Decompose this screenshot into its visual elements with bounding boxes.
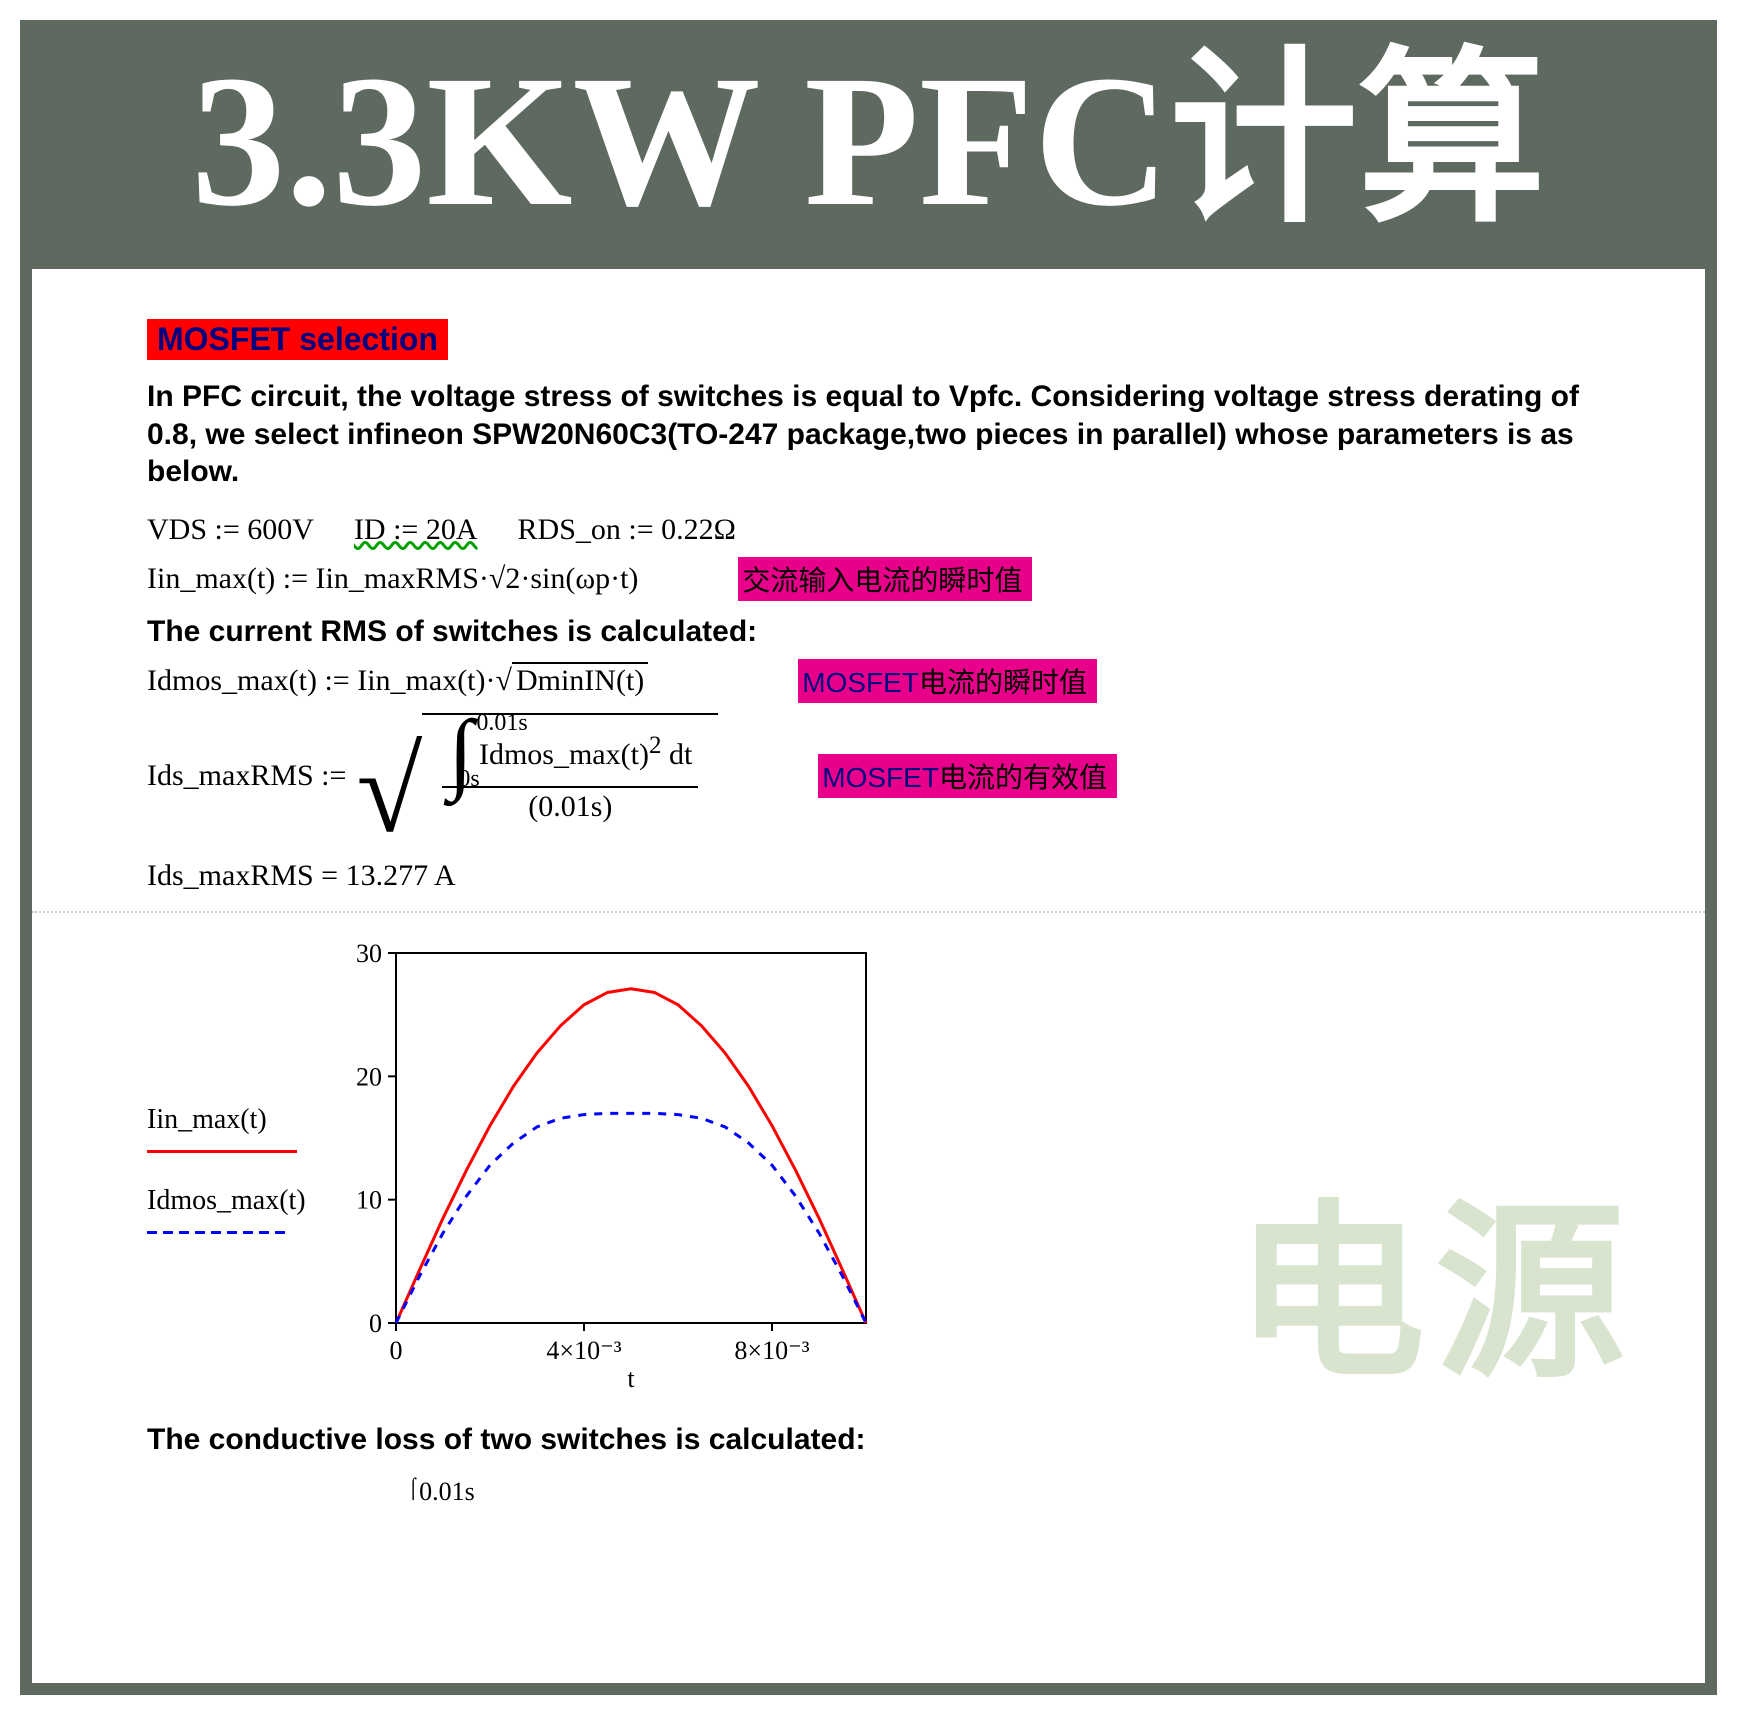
annotation-3-prefix: MOSFET	[822, 762, 939, 793]
eq-ids-result: Ids_maxRMS = 13.277 A	[147, 859, 1645, 893]
annotation-1: 交流输入电流的瞬时值	[738, 557, 1032, 601]
annotation-2-prefix: MOSFET	[802, 667, 919, 698]
svg-text:0: 0	[369, 1309, 382, 1338]
integral-body-text: Idmos_max(t)	[479, 738, 649, 771]
document-body: MOSFET selection In PFC circuit, the vol…	[32, 269, 1705, 1683]
page-title: 3.3KW PFC计算	[32, 32, 1705, 269]
separator	[32, 911, 1705, 913]
intro-paragraph: In PFC circuit, the voltage stress of sw…	[147, 378, 1607, 491]
eq-tail: ⌠0.01s	[407, 1477, 1645, 1507]
integral: ∫ 0.01s 0s Idmos_max(t)2 dt	[448, 721, 692, 784]
annotation-2-text: 电流的瞬时值	[919, 667, 1087, 698]
frame: 3.3KW PFC计算 MOSFET selection In PFC circ…	[20, 20, 1717, 1695]
svg-text:0: 0	[389, 1336, 402, 1365]
svg-text:8×10⁻³: 8×10⁻³	[734, 1336, 809, 1365]
eq-ids-label: Ids_maxRMS :=	[147, 759, 346, 793]
fraction-denominator: (0.01s)	[528, 788, 612, 824]
eq-iin-max-row: Iin_max(t) := Iin_maxRMS·√2·sin(ωp·t) 交流…	[147, 557, 1645, 601]
subheading-conductive: The conductive loss of two switches is c…	[147, 1423, 1645, 1457]
sqrt-expression: √ ∫ 0.01s 0s Idmos_max(t)2 d	[356, 713, 718, 839]
legend-item-idmos: Idmos_max(t)	[147, 1173, 306, 1234]
eq-ids-maxrms: Ids_maxRMS := √ ∫ 0.01s 0s	[147, 713, 1645, 839]
eq-iin-max: Iin_max(t) := Iin_maxRMS·√2·sin(ωp·t)	[147, 562, 638, 596]
subheading-rms: The current RMS of switches is calculate…	[147, 615, 1645, 649]
annotation-3-text: 电流的有效值	[939, 762, 1107, 793]
eq-idmos: Idmos_max(t) := Iin_max(t)·√DminIN(t)	[147, 664, 648, 698]
svg-text:4×10⁻³: 4×10⁻³	[546, 1336, 621, 1365]
integral-body: Idmos_max(t)2 dt	[479, 732, 692, 772]
integral-sign-icon: ∫ 0.01s 0s	[448, 721, 473, 784]
integral-lower-limit: 0s	[458, 771, 479, 788]
chart-legend: Iin_max(t) Idmos_max(t)	[147, 1092, 306, 1234]
annotation-2: MOSFET电流的瞬时值	[798, 659, 1097, 703]
radical-icon: √	[356, 713, 422, 839]
page-outer: 3.3KW PFC计算 MOSFET selection In PFC circ…	[0, 0, 1737, 1715]
fraction-numerator: ∫ 0.01s 0s Idmos_max(t)2 dt	[442, 721, 698, 788]
param-row: VDS := 600V ID := 20A RDS_on := 0.22Ω	[147, 513, 1645, 547]
under-radical: ∫ 0.01s 0s Idmos_max(t)2 dt (0.01s)	[422, 713, 718, 839]
param-id: ID := 20A	[354, 513, 478, 547]
eq-idmos-under: DminIN(t)	[512, 662, 648, 697]
fraction: ∫ 0.01s 0s Idmos_max(t)2 dt (0.01s)	[442, 721, 698, 824]
param-rds: RDS_on := 0.22Ω	[518, 513, 736, 547]
eq-idmos-row: Idmos_max(t) := Iin_max(t)·√DminIN(t) MO…	[147, 659, 1645, 703]
legend-swatch-red	[147, 1150, 297, 1153]
chart-block: Iin_max(t) Idmos_max(t) 0 10 20 30 0 4×10⁻³ 8×…	[147, 933, 1645, 1393]
integral-upper-limit: 0.01s	[476, 715, 527, 732]
svg-text:t: t	[627, 1364, 635, 1393]
legend-swatch-blue	[147, 1231, 306, 1234]
current-chart: 0 10 20 30 0 4×10⁻³ 8×10⁻³ t	[326, 933, 886, 1393]
svg-text:20: 20	[356, 1062, 382, 1091]
eq-idmos-text: Idmos_max(t) := Iin_max(t)·√	[147, 664, 512, 697]
svg-text:10: 10	[356, 1186, 382, 1215]
annotation-3: MOSFET电流的有效值	[818, 754, 1117, 798]
integral-dt: dt	[661, 738, 692, 771]
legend-label-iin: Iin_max(t)	[147, 1104, 267, 1135]
param-vds: VDS := 600V	[147, 513, 314, 547]
ids-result-text: Ids_maxRMS = 13.277 A	[147, 859, 456, 893]
legend-label-idmos: Idmos_max(t)	[147, 1185, 306, 1216]
legend-item-iin: Iin_max(t)	[147, 1092, 306, 1153]
eq-tail-text: ⌠0.01s	[407, 1477, 475, 1507]
section-heading: MOSFET selection	[147, 319, 448, 360]
tail-limit: 0.01s	[419, 1477, 475, 1506]
svg-text:30: 30	[356, 939, 382, 968]
